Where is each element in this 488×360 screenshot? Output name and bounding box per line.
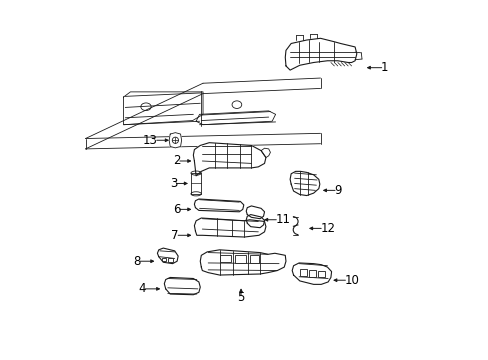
Polygon shape — [285, 38, 356, 70]
Polygon shape — [246, 215, 264, 228]
Bar — [167, 258, 172, 262]
Polygon shape — [164, 278, 200, 295]
Text: 3: 3 — [169, 177, 177, 190]
Polygon shape — [194, 199, 244, 212]
Text: 4: 4 — [138, 282, 146, 295]
Text: 9: 9 — [334, 184, 341, 197]
Polygon shape — [261, 148, 270, 158]
Text: 7: 7 — [171, 229, 179, 242]
Polygon shape — [157, 248, 178, 264]
Bar — [220, 255, 231, 262]
Polygon shape — [196, 111, 275, 125]
Polygon shape — [194, 218, 265, 237]
Polygon shape — [200, 250, 285, 275]
Polygon shape — [246, 206, 264, 219]
Bar — [249, 255, 259, 263]
Polygon shape — [289, 171, 319, 195]
Text: 13: 13 — [142, 134, 157, 147]
Bar — [308, 270, 315, 277]
Bar — [234, 255, 245, 263]
Polygon shape — [169, 132, 181, 148]
Text: 1: 1 — [380, 61, 388, 74]
Text: 12: 12 — [320, 222, 335, 235]
Text: 11: 11 — [275, 213, 290, 226]
Bar — [299, 269, 306, 276]
Bar — [317, 271, 324, 278]
Text: 6: 6 — [173, 203, 180, 216]
Text: 10: 10 — [344, 274, 359, 287]
Text: 2: 2 — [173, 154, 180, 167]
Text: 8: 8 — [133, 255, 141, 268]
Polygon shape — [292, 263, 331, 284]
Bar — [161, 258, 166, 261]
Polygon shape — [193, 143, 265, 176]
Polygon shape — [123, 92, 203, 125]
Text: 5: 5 — [237, 291, 244, 304]
Polygon shape — [190, 173, 201, 194]
